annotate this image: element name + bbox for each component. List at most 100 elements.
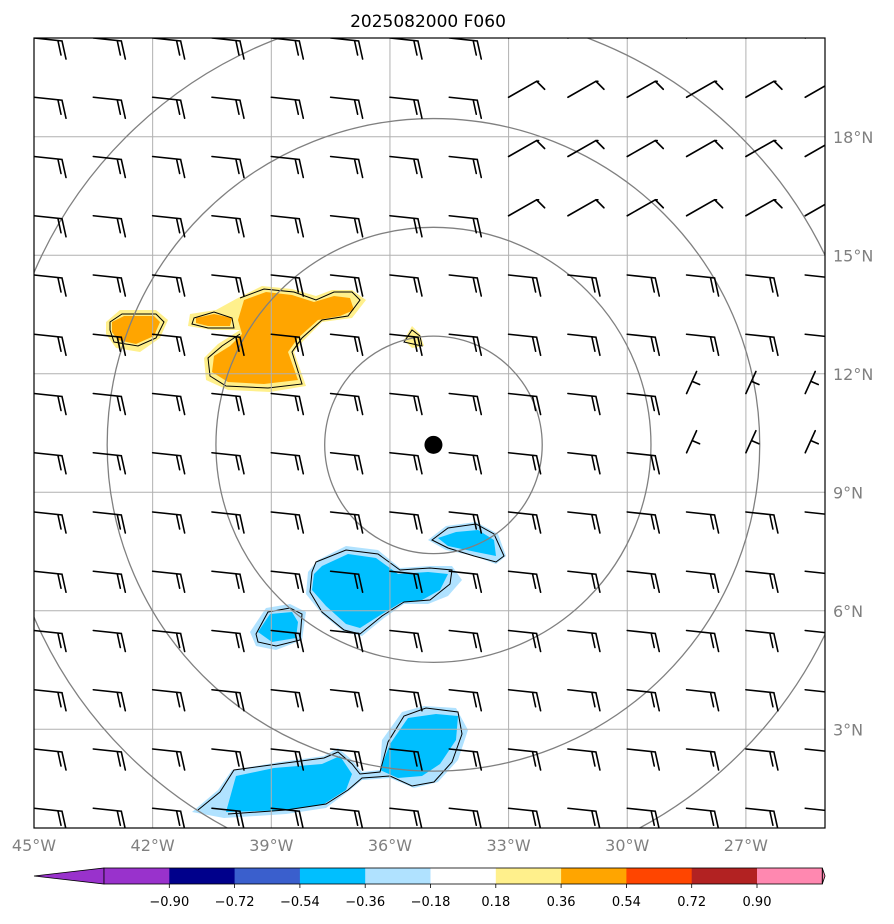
colorbar-box xyxy=(365,868,431,884)
wind-barb xyxy=(329,392,364,416)
wind-barb xyxy=(389,451,423,475)
wind-barb xyxy=(745,38,748,39)
wind-barb xyxy=(745,570,779,594)
wind-barb xyxy=(92,96,127,120)
wind-barb xyxy=(626,807,660,828)
wind-barb xyxy=(804,511,825,515)
wind-barb xyxy=(448,688,483,712)
wind-barb xyxy=(270,274,305,297)
wind-barb xyxy=(804,333,825,338)
wind-barb xyxy=(92,274,127,297)
colorbar-box xyxy=(234,868,301,884)
wind-barb xyxy=(92,451,127,475)
wind-barb xyxy=(567,198,605,217)
wind-barb xyxy=(685,629,720,653)
wind-barb xyxy=(745,80,783,99)
wind-barb xyxy=(389,392,423,416)
wind-barb xyxy=(507,688,542,712)
wind-barb xyxy=(92,807,126,828)
wind-barb xyxy=(211,155,245,179)
range-rings xyxy=(34,38,825,828)
wind-barb xyxy=(151,570,186,594)
plot-frame xyxy=(33,37,826,829)
lat-tick-label: 12°N xyxy=(833,365,873,384)
wind-barb xyxy=(626,139,665,158)
wind-barb xyxy=(389,96,423,120)
wind-barb xyxy=(567,688,601,712)
wind-barb xyxy=(151,629,186,653)
wind-barb xyxy=(745,807,779,828)
lat-tick-label: 18°N xyxy=(833,128,873,147)
lat-tick-label: 3°N xyxy=(833,720,863,739)
wind-barb xyxy=(685,429,701,454)
wind-barb xyxy=(34,274,67,297)
wind-barb xyxy=(211,807,245,828)
lon-tick-label: 45°W xyxy=(12,836,56,855)
lon-tick-label: 27°W xyxy=(724,836,768,855)
lon-tick-label: 30°W xyxy=(605,836,649,855)
wind-barb xyxy=(389,214,423,238)
colorbar-box xyxy=(691,868,758,884)
lat-tick-label: 15°N xyxy=(833,246,873,265)
wind-barb xyxy=(448,38,483,60)
colorbar-tick-label: −0.72 xyxy=(215,895,255,910)
colorbar-tick-label: −0.54 xyxy=(280,895,320,910)
wind-barb xyxy=(626,688,661,712)
wind-barb xyxy=(685,570,720,594)
wind-barb xyxy=(34,748,67,771)
wind-barb xyxy=(329,96,364,120)
colorbar-extend-high xyxy=(821,867,826,885)
contour-line xyxy=(207,288,361,389)
wind-barb xyxy=(34,38,67,60)
negative-anomaly-shade xyxy=(226,756,352,812)
wind-barb xyxy=(448,155,483,179)
wind-barb xyxy=(745,688,779,712)
wind-barb xyxy=(92,38,127,60)
range-ring xyxy=(106,117,761,772)
wind-barb xyxy=(389,629,423,653)
wind-barb xyxy=(211,748,245,771)
colorbar-tick-label: −0.90 xyxy=(149,895,189,910)
lon-tick-label: 39°W xyxy=(249,836,293,855)
wind-barb xyxy=(92,333,127,357)
wind-barb xyxy=(211,451,245,475)
wind-barb xyxy=(211,274,245,297)
wind-barb xyxy=(745,370,760,395)
wind-barb xyxy=(507,629,542,653)
wind-barb xyxy=(211,511,245,534)
wind-barb xyxy=(567,511,601,534)
colorbar-tick-label: 0.72 xyxy=(677,895,706,910)
wind-barb xyxy=(626,748,661,771)
wind-barb xyxy=(685,333,720,357)
wind-barb xyxy=(448,511,483,534)
map-plot-area xyxy=(34,38,825,828)
wind-barb xyxy=(270,748,305,771)
wind-barb xyxy=(804,38,807,39)
wind-barb xyxy=(507,139,546,158)
wind-barb xyxy=(329,451,364,475)
longitude-tick-labels: 45°W 42°W 39°W 36°W 33°W 30°W 27°W xyxy=(12,836,768,855)
wind-barb xyxy=(804,570,825,575)
wind-barb xyxy=(151,96,186,120)
wind-barb xyxy=(804,429,820,454)
wind-barb xyxy=(329,688,364,712)
wind-barb xyxy=(626,570,661,594)
wind-barb xyxy=(270,214,305,238)
wind-barb xyxy=(685,807,720,828)
range-ring xyxy=(324,335,543,555)
wind-barb xyxy=(151,688,186,712)
wind-barb xyxy=(745,274,779,297)
wind-barb xyxy=(329,511,364,534)
colorbar-tick-label: 0.54 xyxy=(612,895,641,910)
wind-barb xyxy=(804,274,825,278)
wind-barb xyxy=(211,38,245,60)
wind-barb xyxy=(92,570,127,594)
wind-barb xyxy=(626,511,661,534)
wind-barb xyxy=(507,807,542,828)
lon-tick-label: 36°W xyxy=(368,836,412,855)
negative-anomaly-shade xyxy=(380,714,458,778)
wind-barb xyxy=(329,333,364,357)
wind-barb xyxy=(567,748,601,771)
wind-barb xyxy=(507,38,511,39)
colorbar-box xyxy=(299,868,366,884)
